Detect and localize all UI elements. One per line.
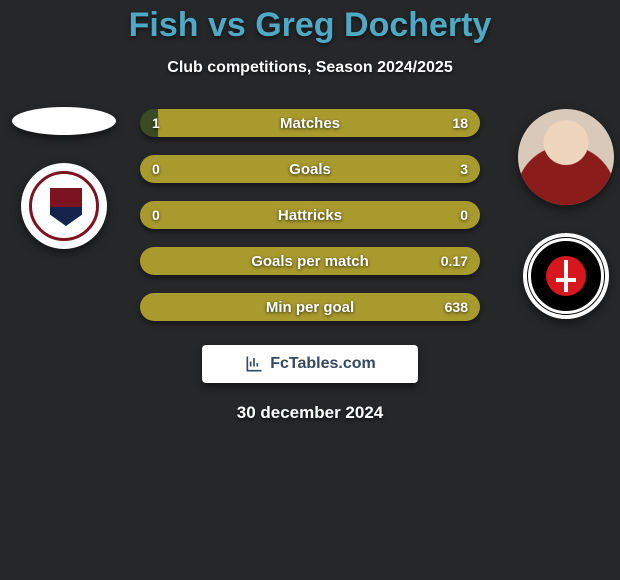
bar-label: Hattricks — [140, 207, 480, 224]
crawley-crest-icon — [29, 171, 99, 241]
bar-label: Goals per match — [140, 253, 480, 270]
right-player-photo — [518, 109, 614, 205]
bar-label: Goals — [140, 161, 480, 178]
right-club-crest — [523, 233, 609, 319]
attribution-badge: FcTables.com — [202, 345, 418, 383]
stat-bar: 00Hattricks — [140, 201, 480, 229]
date-text: 30 december 2024 — [10, 403, 610, 423]
right-player-column — [512, 109, 620, 319]
stat-bar: 118Matches — [140, 109, 480, 137]
left-player-photo — [12, 107, 116, 135]
chart-icon — [244, 354, 264, 374]
attribution-text: FcTables.com — [270, 355, 376, 373]
left-club-crest — [21, 163, 107, 249]
stat-bar: 0.17Goals per match — [140, 247, 480, 275]
stat-bar: 638Min per goal — [140, 293, 480, 321]
charlton-crest-icon — [528, 238, 604, 314]
stat-bars: 118Matches 03Goals 00Hattricks 0.17Goals pe… — [140, 109, 480, 321]
comparison-content: 118Matches 03Goals 00Hattricks 0.17Goals pe… — [0, 109, 620, 423]
bar-label: Matches — [140, 115, 480, 132]
left-player-column — [10, 107, 118, 249]
sword-icon — [546, 256, 586, 296]
bar-label: Min per goal — [140, 299, 480, 316]
page-title: Fish vs Greg Docherty — [0, 0, 620, 45]
stat-bar: 03Goals — [140, 155, 480, 183]
subtitle: Club competitions, Season 2024/2025 — [0, 59, 620, 77]
